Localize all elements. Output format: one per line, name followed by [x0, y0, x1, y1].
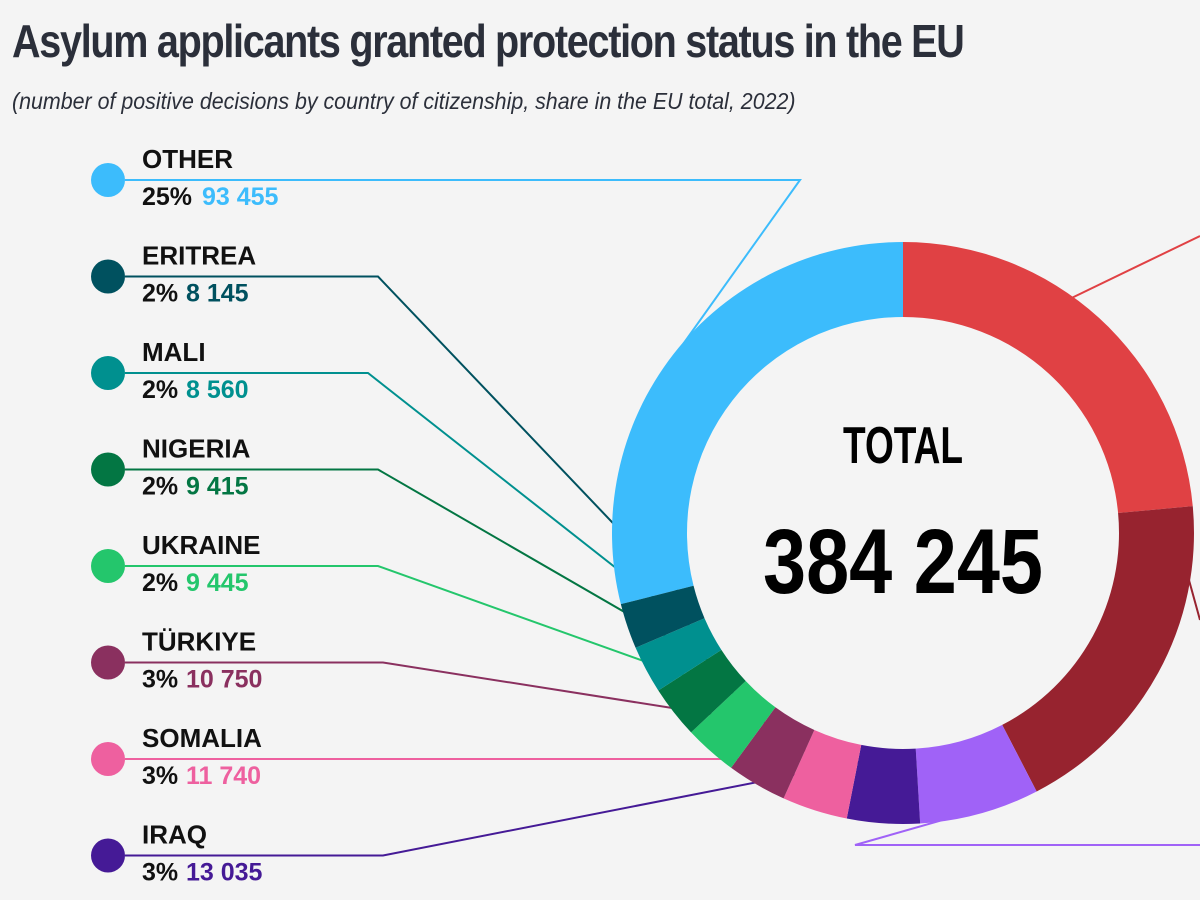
category-name: IRAQ [142, 820, 207, 850]
total-label: TOTAL [843, 417, 963, 475]
leader-line-mali [125, 372, 706, 639]
leader-line-other [125, 179, 802, 356]
category-share: 3% [142, 762, 178, 790]
leader-line-iraq [125, 755, 888, 857]
leader-line-eritrea [125, 275, 692, 606]
slice-eritrea [620, 585, 705, 648]
category-value: 13 035 [186, 859, 263, 887]
slice-other [612, 242, 903, 605]
slice-mali [635, 618, 722, 691]
legend-dot-nigeria [91, 452, 125, 487]
slice-somalia [783, 729, 862, 819]
legend-dot-ukraine [91, 549, 125, 583]
category-name: MALI [142, 337, 206, 367]
legend-item-iraq: IRAQ 3% 13 035 [91, 820, 263, 887]
leader-line-unlabeled-3 [854, 814, 1200, 846]
category-share: 2% [142, 280, 178, 308]
legend-dot-somalia [91, 742, 125, 776]
legend-dot-mali [91, 356, 125, 390]
legend-item-turkiye: TÜRKIYE 3% 10 750 [91, 627, 262, 694]
legend-dot-other [91, 163, 125, 197]
legend-dot-iraq [91, 838, 125, 873]
slice-nigeria [658, 649, 746, 733]
category-value: 9 415 [186, 473, 249, 501]
category-name: NIGERIA [142, 434, 251, 464]
category-name: UKRAINE [142, 530, 260, 560]
category-name: OTHER [142, 144, 233, 174]
slice-unlabeled-3 [915, 724, 1037, 824]
chart-title: Asylum applicants granted protection sta… [12, 15, 965, 67]
total-value: 384 245 [763, 511, 1043, 613]
category-value: 8 145 [186, 280, 249, 308]
category-share: 3% [142, 666, 178, 694]
slice-ukraine [691, 681, 776, 768]
legend-item-mali: MALI 2% 8 560 [91, 337, 249, 404]
slice-unlabeled-1 [903, 242, 1193, 514]
category-value: 11 740 [186, 762, 261, 790]
legend-item-other: OTHER 25% 93 455 [91, 144, 279, 211]
category-value: 93 455 [202, 183, 279, 211]
leader-line-unlabeled-2 [1186, 575, 1200, 621]
leader-line-nigeria [125, 468, 728, 672]
category-name: SOMALIA [142, 723, 262, 753]
slice-unlabeled-2 [1002, 506, 1195, 792]
category-name: TÜRKIYE [142, 627, 256, 657]
category-value: 8 560 [186, 376, 249, 404]
category-share: 2% [142, 569, 178, 597]
leader-line-unlabeled-1 [1069, 235, 1200, 300]
donut-slices [612, 242, 1195, 824]
slice-turkiye [731, 707, 815, 799]
legend: OTHER 25% 93 455 ERITREA 2% 8 145 MALI 2% 8 560 N… [91, 144, 279, 887]
legend-item-eritrea: ERITREA 2% 8 145 [91, 241, 256, 308]
slice-iraq [846, 744, 921, 824]
legend-item-nigeria: NIGERIA 2% 9 415 [91, 434, 251, 501]
legend-item-somalia: SOMALIA 3% 11 740 [91, 723, 262, 790]
leader-line-turkiye [125, 661, 791, 728]
chart-subtitle: (number of positive decisions by country… [12, 88, 796, 114]
category-name: ERITREA [142, 241, 256, 271]
leader-line-ukraine [125, 565, 755, 702]
legend-dot-turkiye [91, 645, 125, 680]
category-share: 2% [142, 376, 178, 404]
category-share: 25% [142, 183, 192, 211]
category-share: 3% [142, 859, 178, 887]
category-value: 9 445 [186, 569, 249, 597]
legend-item-ukraine: UKRAINE 2% 9 445 [91, 530, 260, 597]
category-value: 10 750 [186, 666, 262, 694]
category-share: 2% [142, 473, 178, 501]
legend-dot-eritrea [91, 259, 125, 294]
